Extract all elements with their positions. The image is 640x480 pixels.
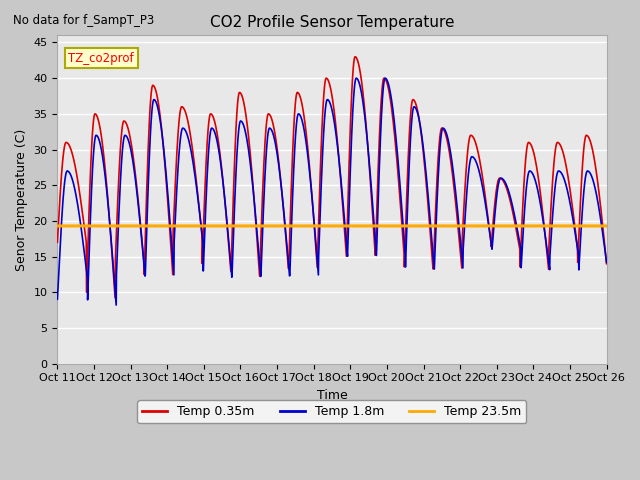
Title: CO2 Profile Sensor Temperature: CO2 Profile Sensor Temperature	[210, 15, 454, 30]
Text: TZ_co2prof: TZ_co2prof	[68, 52, 134, 65]
Text: No data for f_SampT_P3: No data for f_SampT_P3	[13, 14, 154, 27]
X-axis label: Time: Time	[317, 389, 348, 402]
Legend: Temp 0.35m, Temp 1.8m, Temp 23.5m: Temp 0.35m, Temp 1.8m, Temp 23.5m	[138, 400, 527, 423]
Y-axis label: Senor Temperature (C): Senor Temperature (C)	[15, 129, 28, 271]
